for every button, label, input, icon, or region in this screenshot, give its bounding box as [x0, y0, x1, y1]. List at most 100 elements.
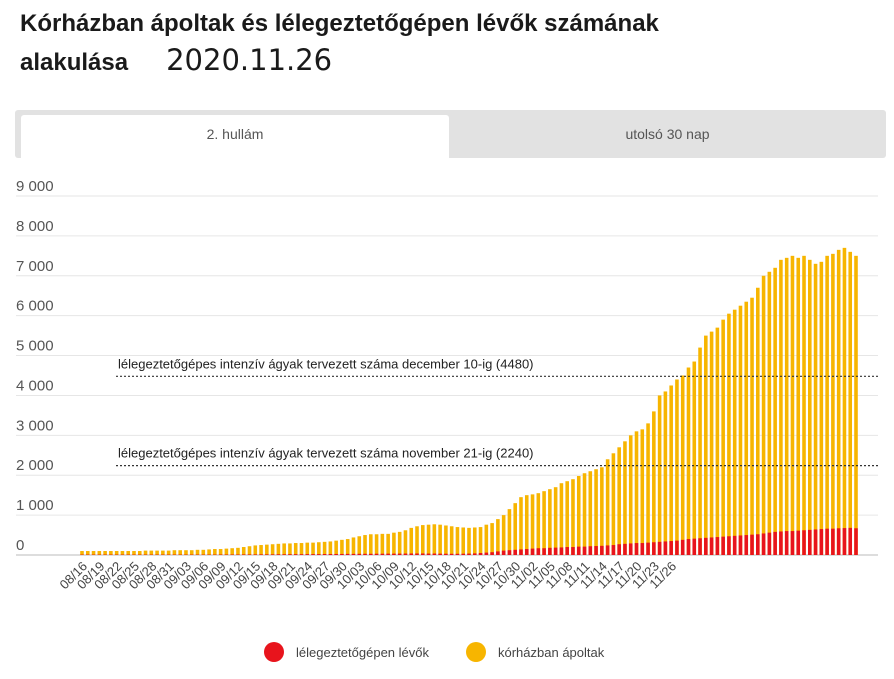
bar-hospitalized[interactable]	[103, 551, 107, 555]
bar-ventilated[interactable]	[415, 553, 419, 555]
bar-ventilated[interactable]	[634, 543, 639, 555]
bar-hospitalized[interactable]	[322, 541, 327, 555]
bar-ventilated[interactable]	[773, 531, 777, 555]
bar-hospitalized[interactable]	[761, 275, 766, 555]
bar-ventilated[interactable]	[617, 544, 621, 555]
bar-hospitalized[interactable]	[680, 375, 685, 556]
bar-hospitalized[interactable]	[218, 549, 223, 555]
bar-hospitalized[interactable]	[236, 547, 240, 555]
bar-hospitalized[interactable]	[756, 287, 760, 555]
bar-ventilated[interactable]	[680, 539, 685, 555]
bar-ventilated[interactable]	[721, 536, 725, 555]
bar-hospitalized[interactable]	[813, 263, 818, 555]
bar-ventilated[interactable]	[438, 553, 442, 555]
bar-hospitalized[interactable]	[779, 259, 783, 555]
bar-hospitalized[interactable]	[472, 527, 477, 555]
bar-ventilated[interactable]	[825, 528, 829, 555]
bar-ventilated[interactable]	[409, 553, 414, 555]
bar-hospitalized[interactable]	[213, 549, 217, 555]
bar-hospitalized[interactable]	[732, 309, 737, 555]
bar-hospitalized[interactable]	[571, 479, 575, 555]
bar-hospitalized[interactable]	[305, 542, 310, 555]
bar-ventilated[interactable]	[426, 553, 431, 555]
bar-hospitalized[interactable]	[120, 551, 125, 555]
bar-hospitalized[interactable]	[773, 267, 777, 555]
bar-ventilated[interactable]	[756, 534, 760, 555]
bar-hospitalized[interactable]	[675, 379, 679, 555]
bar-hospitalized[interactable]	[605, 459, 610, 555]
bar-hospitalized[interactable]	[126, 551, 130, 555]
bar-hospitalized[interactable]	[328, 541, 333, 555]
bar-hospitalized[interactable]	[455, 527, 460, 555]
bar-ventilated[interactable]	[299, 554, 304, 555]
bar-hospitalized[interactable]	[484, 524, 489, 555]
bar-hospitalized[interactable]	[836, 249, 841, 555]
bar-ventilated[interactable]	[432, 553, 437, 555]
bar-hospitalized[interactable]	[559, 483, 564, 555]
bar-ventilated[interactable]	[449, 553, 454, 555]
bar-ventilated[interactable]	[328, 554, 333, 555]
bar-hospitalized[interactable]	[386, 533, 390, 555]
bar-ventilated[interactable]	[265, 554, 269, 555]
bar-hospitalized[interactable]	[854, 255, 858, 555]
bar-ventilated[interactable]	[750, 534, 754, 555]
bar-ventilated[interactable]	[842, 528, 847, 555]
bar-ventilated[interactable]	[351, 553, 356, 555]
bar-ventilated[interactable]	[490, 552, 494, 555]
bar-ventilated[interactable]	[611, 545, 616, 555]
bar-hospitalized[interactable]	[444, 525, 448, 555]
bar-ventilated[interactable]	[686, 539, 691, 555]
bar-hospitalized[interactable]	[709, 331, 714, 555]
bar-ventilated[interactable]	[363, 553, 367, 555]
bar-hospitalized[interactable]	[80, 551, 84, 555]
bar-ventilated[interactable]	[334, 553, 338, 555]
bar-hospitalized[interactable]	[340, 539, 344, 555]
bar-ventilated[interactable]	[386, 553, 390, 555]
legend-item-hospitalized[interactable]: kórházban ápoltak	[466, 640, 604, 664]
bar-hospitalized[interactable]	[299, 543, 304, 555]
bar-hospitalized[interactable]	[704, 335, 708, 555]
bar-ventilated[interactable]	[542, 548, 546, 555]
bar-ventilated[interactable]	[657, 541, 662, 555]
bar-hospitalized[interactable]	[449, 526, 454, 555]
bar-ventilated[interactable]	[472, 553, 477, 555]
bar-ventilated[interactable]	[675, 540, 679, 555]
bar-hospitalized[interactable]	[819, 261, 824, 555]
bar-ventilated[interactable]	[553, 547, 558, 555]
bar-ventilated[interactable]	[467, 553, 471, 555]
bar-hospitalized[interactable]	[738, 305, 743, 555]
bar-hospitalized[interactable]	[432, 524, 437, 555]
bar-ventilated[interactable]	[536, 548, 541, 555]
bar-hospitalized[interactable]	[744, 301, 749, 555]
bar-hospitalized[interactable]	[831, 253, 835, 555]
bar-ventilated[interactable]	[524, 549, 529, 555]
bar-ventilated[interactable]	[738, 535, 743, 555]
bar-hospitalized[interactable]	[172, 550, 177, 555]
bar-ventilated[interactable]	[345, 553, 350, 555]
bar-ventilated[interactable]	[444, 553, 448, 555]
bar-ventilated[interactable]	[669, 541, 673, 555]
bar-hospitalized[interactable]	[808, 259, 812, 555]
bar-ventilated[interactable]	[709, 537, 714, 555]
bar-hospitalized[interactable]	[91, 551, 96, 555]
bar-hospitalized[interactable]	[565, 481, 569, 555]
bar-ventilated[interactable]	[357, 553, 362, 555]
bar-hospitalized[interactable]	[374, 534, 379, 555]
bar-ventilated[interactable]	[732, 535, 737, 555]
bar-ventilated[interactable]	[790, 531, 795, 555]
bar-ventilated[interactable]	[322, 554, 327, 555]
bar-ventilated[interactable]	[392, 553, 396, 555]
bar-ventilated[interactable]	[513, 549, 517, 555]
bar-ventilated[interactable]	[715, 537, 720, 555]
bar-ventilated[interactable]	[698, 538, 702, 555]
bar-ventilated[interactable]	[478, 553, 483, 555]
bar-hospitalized[interactable]	[461, 527, 466, 555]
bar-hospitalized[interactable]	[582, 473, 587, 555]
bar-hospitalized[interactable]	[403, 530, 408, 555]
bar-hospitalized[interactable]	[692, 361, 697, 555]
bar-ventilated[interactable]	[704, 537, 708, 555]
bar-hospitalized[interactable]	[189, 550, 194, 555]
bar-hospitalized[interactable]	[184, 550, 188, 555]
bar-hospitalized[interactable]	[623, 441, 627, 555]
bar-ventilated[interactable]	[640, 543, 645, 555]
